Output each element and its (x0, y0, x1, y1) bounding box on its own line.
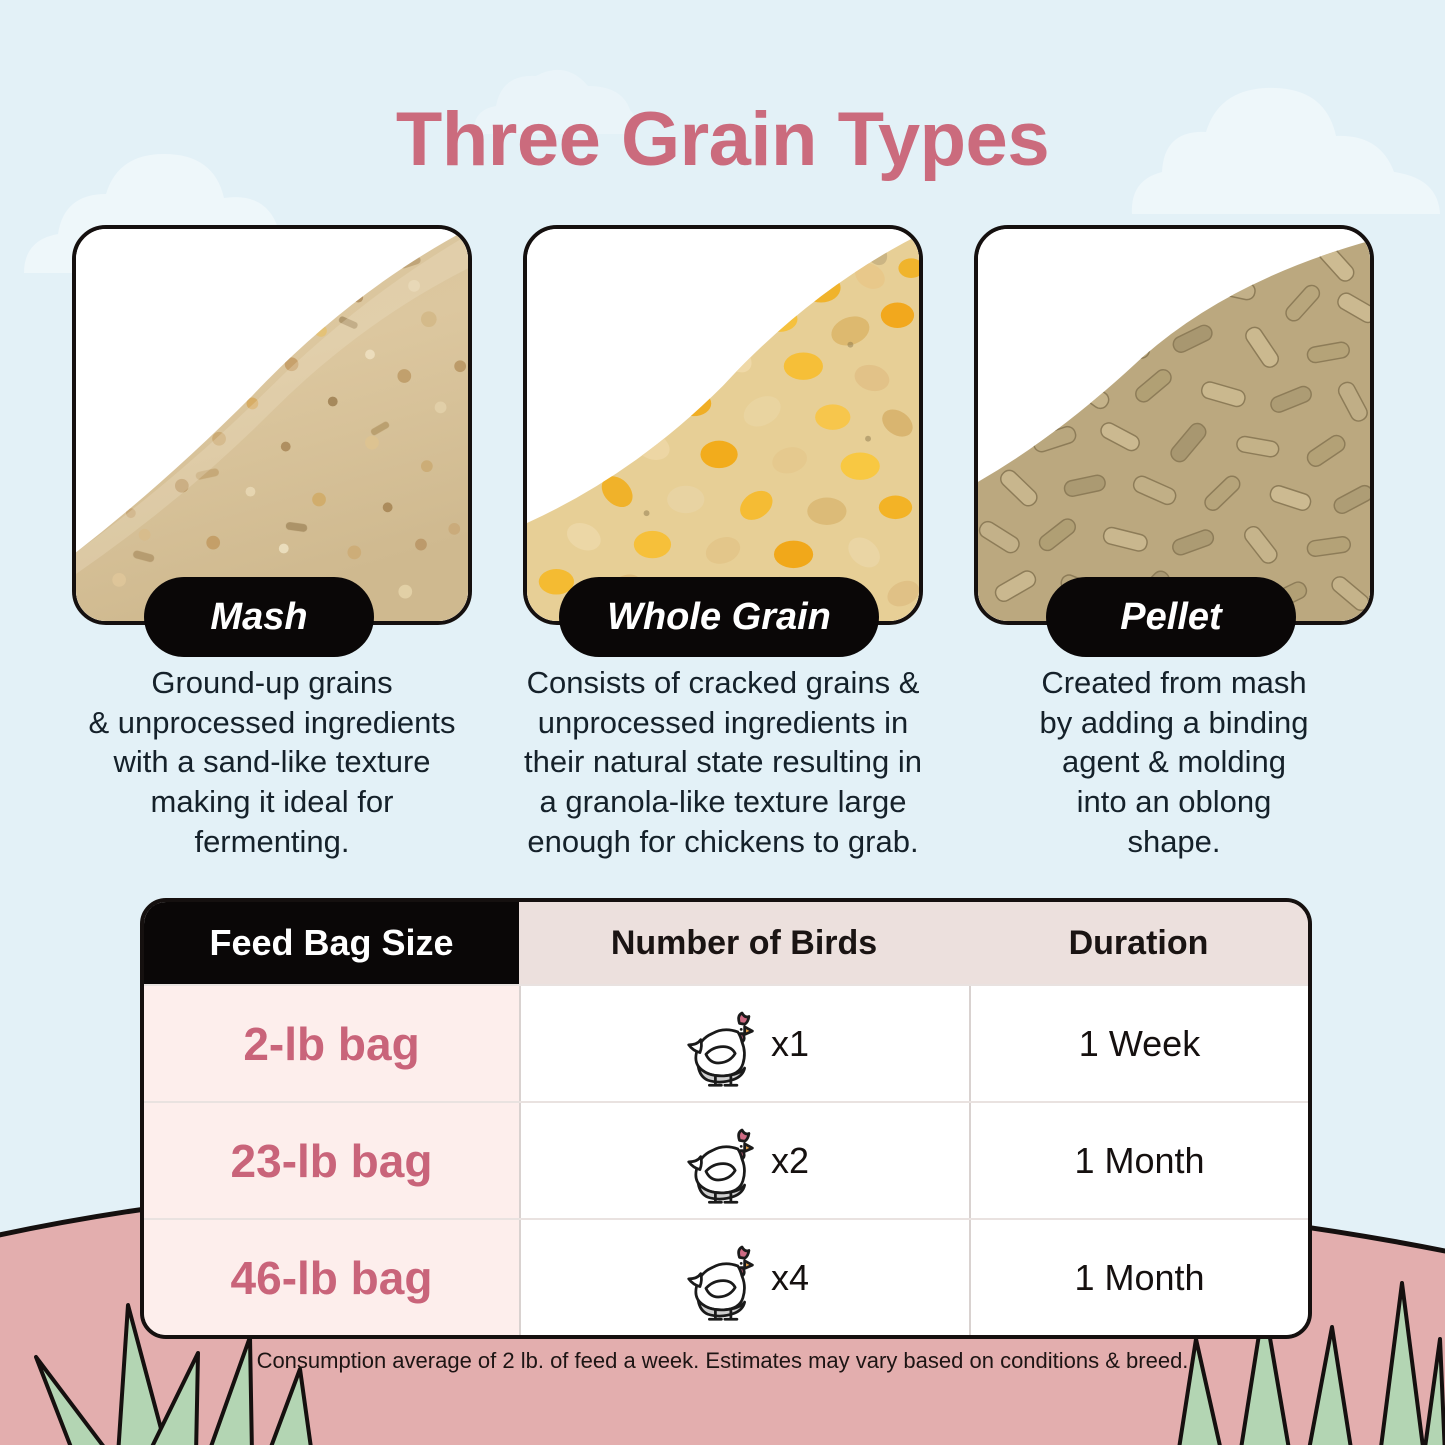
feed-bag-table: Feed Bag Size Number of Birds Duration 2… (140, 898, 1312, 1339)
page-title: Three Grain Types (395, 97, 1050, 182)
table-header-feed-bag-size: Feed Bag Size (144, 902, 519, 984)
cell-number-of-birds: x2 (519, 1103, 969, 1218)
grain-card-mash: Mash Ground-up grains & unprocessed ingr… (72, 225, 472, 859)
cell-duration: 1 Month (969, 1220, 1308, 1335)
chicken-icon (687, 1128, 754, 1204)
birds-group: x4 (681, 1235, 809, 1321)
grain-card-pellet: Pellet Created from mash by adding a bin… (974, 225, 1374, 859)
cell-bag-size: 2-lb bag (144, 986, 519, 1101)
grain-label-pill-mash: Mash (144, 577, 374, 657)
cell-number-of-birds: x1 (519, 986, 969, 1101)
cell-bag-size: 23-lb bag (144, 1103, 519, 1218)
bird-count-label: x1 (770, 1022, 810, 1064)
birds-group: x1 (681, 1001, 809, 1087)
birds-group: x2 (681, 1118, 809, 1204)
chicken-icon (687, 1011, 754, 1087)
cell-duration: 1 Week (969, 986, 1308, 1101)
pellet-photo (974, 225, 1374, 625)
table-header-duration: Duration (969, 902, 1308, 984)
grain-label-pill-whole-grain: Whole Grain (559, 577, 879, 657)
mash-photo (72, 225, 472, 625)
mash-heap-illustration (76, 229, 468, 621)
pellet-heap-illustration (978, 229, 1370, 621)
grain-description-whole-grain: Consists of cracked grains & unprocessed… (523, 665, 923, 859)
grain-description-pellet: Created from mash by adding a binding ag… (1039, 665, 1309, 859)
whole-grain-heap-illustration (527, 229, 919, 621)
table-header-row: Feed Bag Size Number of Birds Duration (144, 902, 1308, 984)
table-row: 46-lb bag (144, 1218, 1308, 1335)
footnote-text: Consumption average of 2 lb. of feed a w… (256, 1348, 1189, 1373)
table-row: 23-lb bag (144, 1101, 1308, 1218)
grain-card-whole-grain: Whole Grain Consists of cracked grains &… (523, 225, 923, 859)
grain-label-pill-pellet: Pellet (1046, 577, 1296, 657)
grain-description-mash: Ground-up grains & unprocessed ingredien… (88, 665, 456, 859)
cell-number-of-birds: x4 (519, 1220, 969, 1335)
bird-count-label: x2 (770, 1139, 810, 1181)
table-header-number-of-birds: Number of Birds (519, 902, 969, 984)
cell-bag-size: 46-lb bag (144, 1220, 519, 1335)
cell-duration: 1 Month (969, 1103, 1308, 1218)
bird-count-label: x4 (770, 1256, 810, 1298)
chicken-icon (687, 1245, 754, 1321)
grain-cards-row: Mash Ground-up grains & unprocessed ingr… (72, 225, 1374, 859)
table-row: 2-lb bag (144, 984, 1308, 1101)
whole-grain-photo (523, 225, 923, 625)
